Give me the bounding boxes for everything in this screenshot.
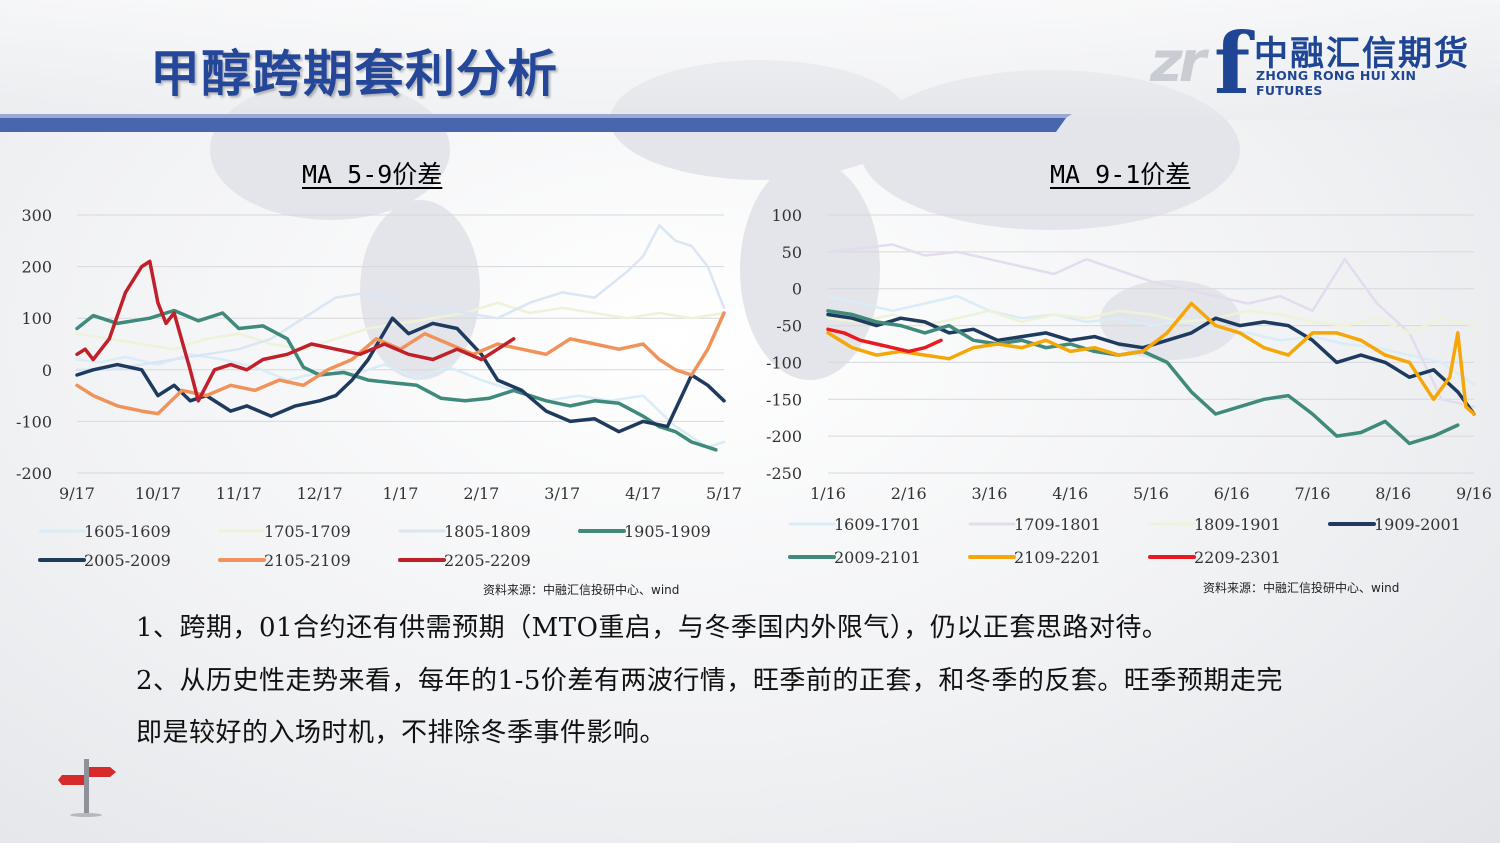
series-line-1905-1909 [75,308,718,452]
chart-title-5-9: MA 5-9价差 [302,160,443,189]
x-tick-label: 1/16 [810,484,846,503]
y-tick-label: 0 [42,361,52,380]
y-tick-label: 50 [782,243,802,262]
legend-label: 2005-2009 [84,551,171,570]
legend-label: 2209-2301 [1194,548,1281,567]
series-line-2109-2201 [826,301,1476,416]
y-tick-label: -100 [766,353,802,372]
x-tick-label: 5/16 [1133,484,1169,503]
analysis-point-2-continued: 即是较好的入场时机，不排除冬季事件影响。 [136,718,667,748]
x-tick-label: 9/16 [1456,484,1492,503]
logo-mark-zr: zr [1150,30,1206,95]
logo-name-en: ZHONG RONG HUI XIN FUTURES [1256,68,1417,98]
series-line-1809-1901 [826,309,1476,335]
x-tick-label: 3/17 [544,484,580,503]
title-underline-bar [0,114,1072,132]
y-tick-label: 0 [792,280,802,299]
x-tick-label: 8/16 [1375,484,1411,503]
x-tick-label: 4/16 [1052,484,1088,503]
legend-label: 1709-1801 [1014,515,1101,534]
x-tick-label: 5/17 [706,484,742,503]
y-tick-label: -150 [766,390,802,409]
series-line-2009-2101 [826,309,1460,446]
source-note-9-1: 资料来源：中融汇信投研中心、wind [1203,581,1400,595]
x-tick-label: 12/17 [297,484,343,503]
series-line-2105-2109 [75,311,726,416]
legend-label: 1905-1909 [624,522,711,541]
y-tick-label: 300 [21,206,52,225]
x-tick-label: 2/17 [463,484,499,503]
page-title: 甲醇跨期套利分析 [150,45,558,103]
legend-label: 2109-2201 [1014,548,1101,567]
legend-label: 1805-1809 [444,522,531,541]
x-tick-label: 9/17 [59,484,95,503]
y-tick-label: -200 [16,464,52,483]
legend-label: 2105-2109 [264,551,351,570]
y-tick-label: -200 [766,427,802,446]
series-line-1805-1809 [75,224,726,372]
legend-label: 1705-1709 [264,522,351,541]
x-tick-label: 4/17 [625,484,661,503]
header-band [0,0,1500,120]
legend-label: 1909-2001 [1374,515,1461,534]
signpost-icon [58,759,116,817]
series-line-1609-1701 [826,294,1476,386]
legend-label: 1809-1901 [1194,515,1281,534]
y-tick-label: -50 [776,317,802,336]
y-tick-label: -100 [16,412,52,431]
y-tick-label: -250 [766,464,802,483]
y-tick-label: 200 [21,258,52,277]
legend-label: 2009-2101 [834,548,921,567]
logo-name-cn: 中融汇信期货 [1254,34,1470,74]
x-tick-label: 1/17 [383,484,419,503]
x-tick-label: 3/16 [972,484,1008,503]
analysis-point-1: 1、跨期，01合约还有供需预期（MTO重启，与冬季国内外限气），仍以正套思路对待… [136,613,1169,643]
chart-title-9-1: MA 9-1价差 [1050,160,1191,189]
x-tick-label: 2/16 [891,484,927,503]
legend-label: 1605-1609 [84,522,171,541]
y-tick-label: 100 [771,206,802,225]
series-line-2209-2301 [826,327,943,354]
x-tick-label: 6/16 [1214,484,1250,503]
y-tick-label: 100 [21,309,52,328]
company-logo: zr f 中融汇信期货 ZHONG RONG HUI XIN FUTURES [1150,14,1470,113]
x-tick-label: 11/17 [216,484,262,503]
legend-label: 1609-1701 [834,515,921,534]
series-line-1709-1801 [826,243,1476,408]
logo-mark-f: f [1214,14,1251,113]
legend-label: 2205-2209 [444,551,531,570]
series-line-2205-2209 [75,259,516,403]
analysis-point-2: 2、从历史性走势来看，每年的1-5价差有两波行情，旺季前的正套，和冬季的反套。旺… [136,666,1283,696]
source-note-5-9: 资料来源：中融汇信投研中心、wind [483,583,680,597]
x-tick-label: 7/16 [1295,484,1331,503]
x-tick-label: 10/17 [135,484,181,503]
